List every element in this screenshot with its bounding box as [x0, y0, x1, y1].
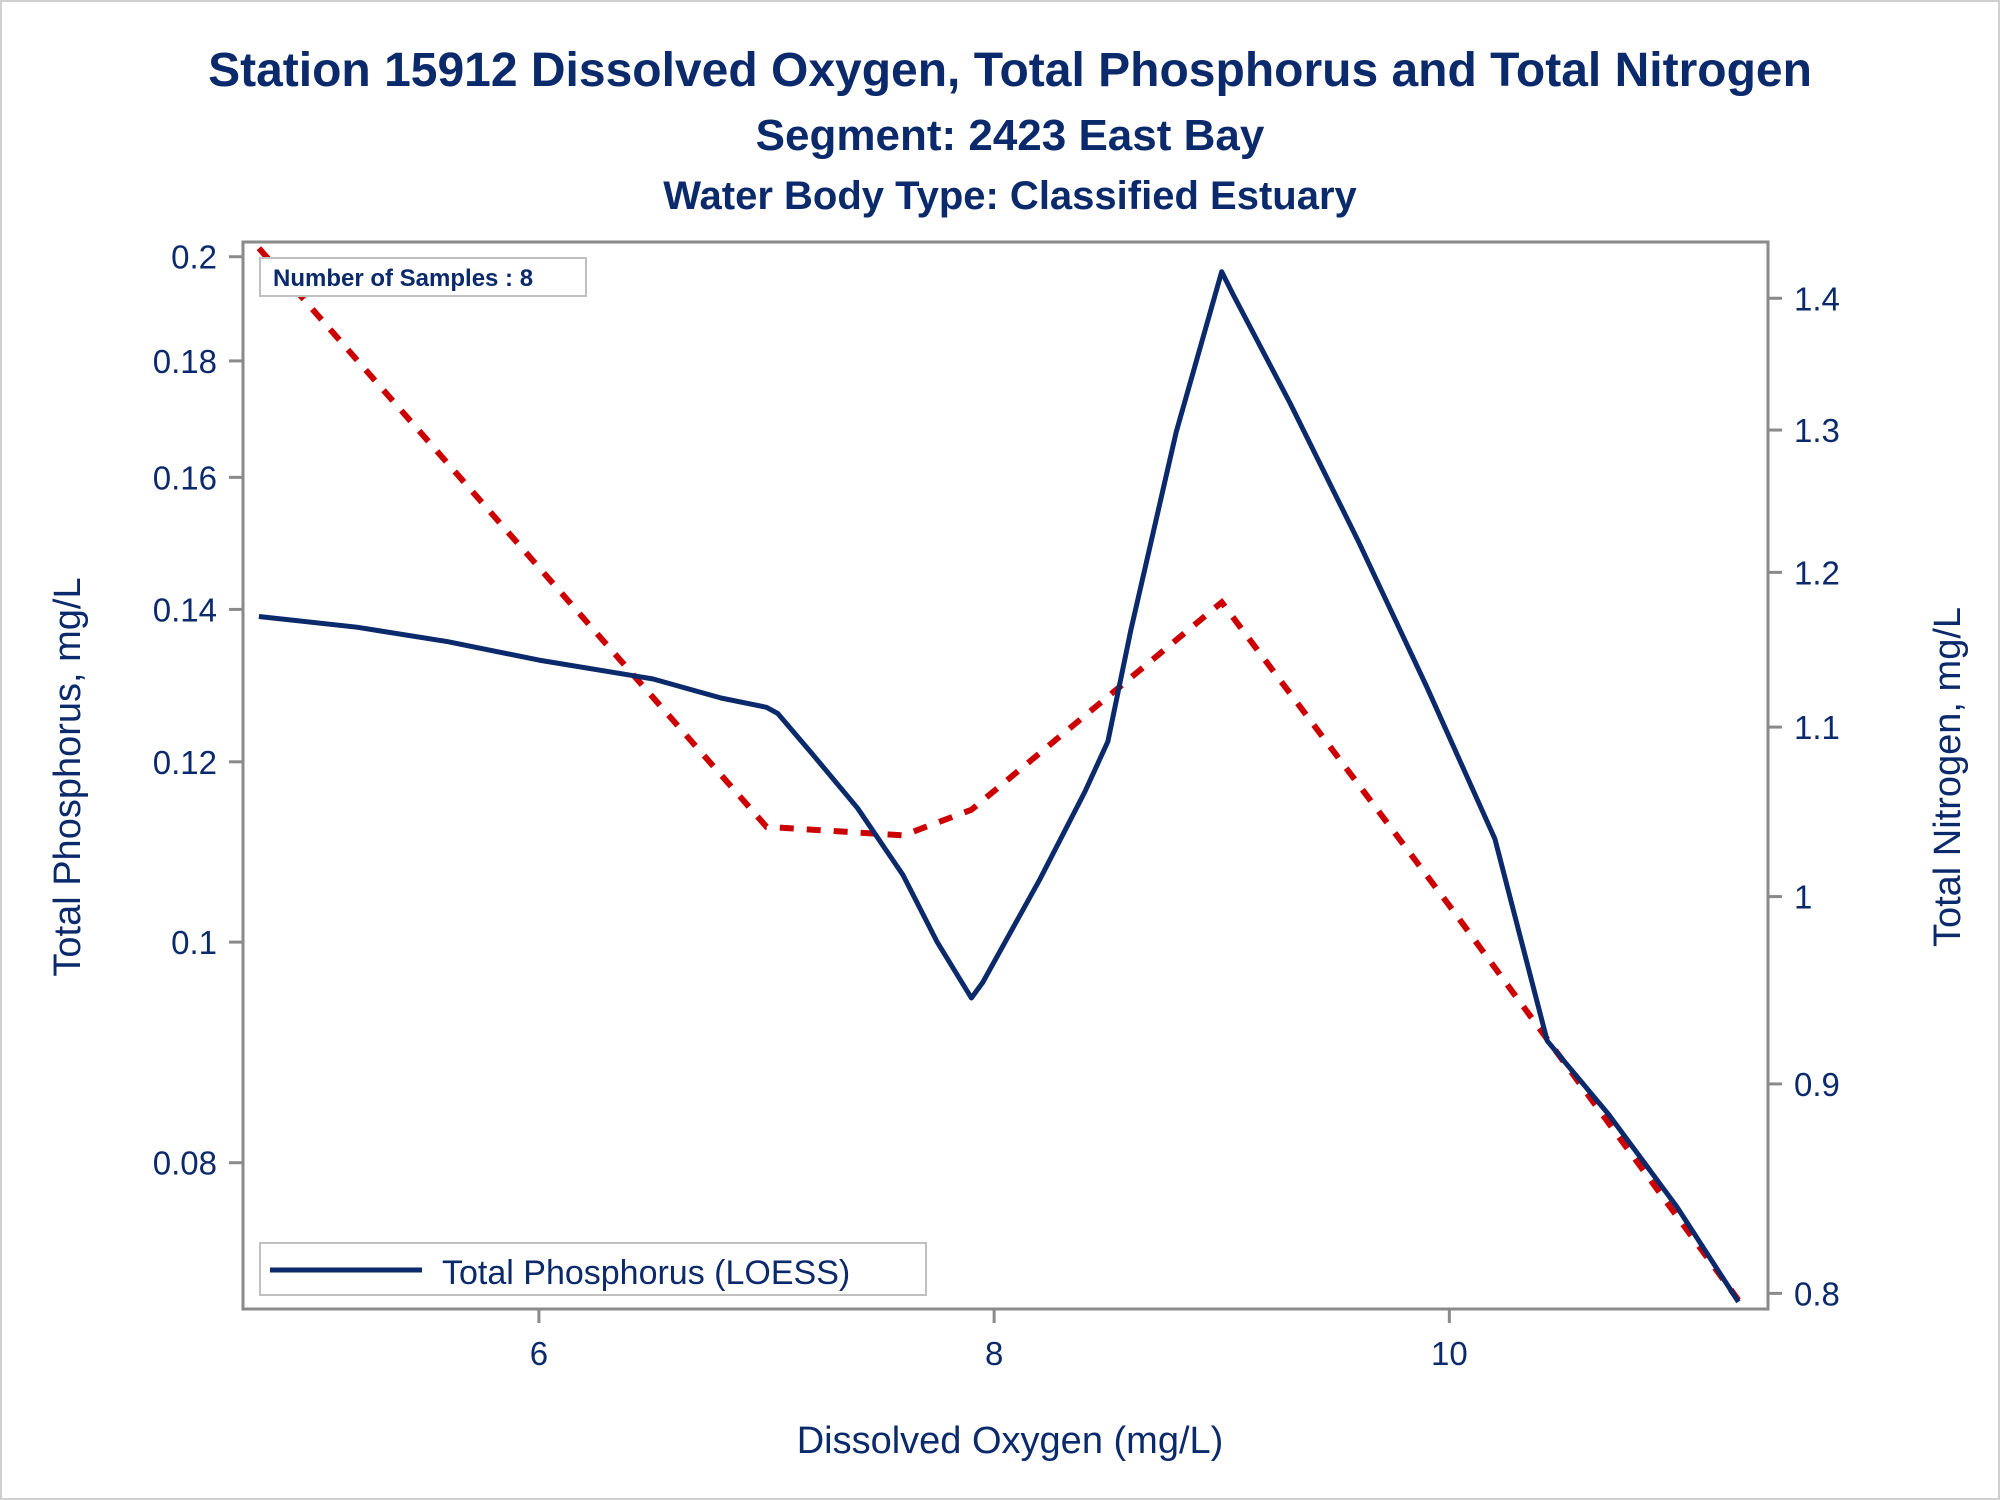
y2-tick-label: 0.9 [1794, 1066, 1840, 1103]
y2-tick-label: 1.1 [1794, 709, 1840, 746]
x-axis-label: Dissolved Oxygen (mg/L) [797, 1420, 1224, 1462]
y-tick-label: 0.12 [153, 744, 217, 781]
x-tick-label: 10 [1431, 1335, 1468, 1372]
legend: Total Phosphorus (LOESS) [259, 1242, 927, 1296]
series-line-total-phosphorus [258, 269, 1741, 1304]
y2-tick-label: 0.8 [1794, 1275, 1840, 1312]
sample-count-label: Number of Samples : 8 [273, 265, 533, 292]
x-tick-label: 8 [985, 1335, 1003, 1372]
y2-axis-label: Total Nitrogen, mg/L [1927, 607, 1969, 947]
y-tick-label: 0.2 [171, 239, 217, 276]
chart-subtitle-2: Water Body Type: Classified Estuary [663, 174, 1357, 218]
y2-tick-label: 1.3 [1794, 412, 1840, 449]
y-tick-label: 0.18 [153, 343, 217, 380]
plot-area-frame [241, 240, 1770, 1311]
y-tick-label: 0.14 [153, 591, 217, 628]
y2-axis-ticks: 0.8 0.9 1 1.1 1.2 1.3 1.4 [1768, 280, 1840, 1312]
sample-count-inset: Number of Samples : 8 [259, 257, 587, 297]
y2-tick-label: 1 [1794, 879, 1812, 916]
y2-tick-label: 1.2 [1794, 554, 1840, 591]
x-tick-label: 6 [530, 1335, 548, 1372]
y2-tick-label: 1.4 [1794, 280, 1840, 317]
series-line-total-nitrogen [256, 246, 1741, 1302]
chart-title: Station 15912 Dissolved Oxygen, Total Ph… [208, 44, 1812, 97]
y-tick-label: 0.1 [171, 924, 217, 961]
y-axis-label: Total Phosphorus, mg/L [47, 577, 89, 976]
sample-count-box [259, 257, 587, 297]
chart-subtitle: Segment: 2423 East Bay [756, 111, 1265, 160]
y-axis-ticks: 0.08 0.1 0.12 0.14 0.16 0.18 0.2 [153, 239, 243, 1182]
x-axis-ticks: 6 8 10 [530, 1309, 1468, 1372]
legend-entry-phosphorus: Total Phosphorus (LOESS) [442, 1254, 850, 1292]
y-tick-label: 0.08 [153, 1145, 217, 1182]
y-tick-label: 0.16 [153, 459, 217, 496]
